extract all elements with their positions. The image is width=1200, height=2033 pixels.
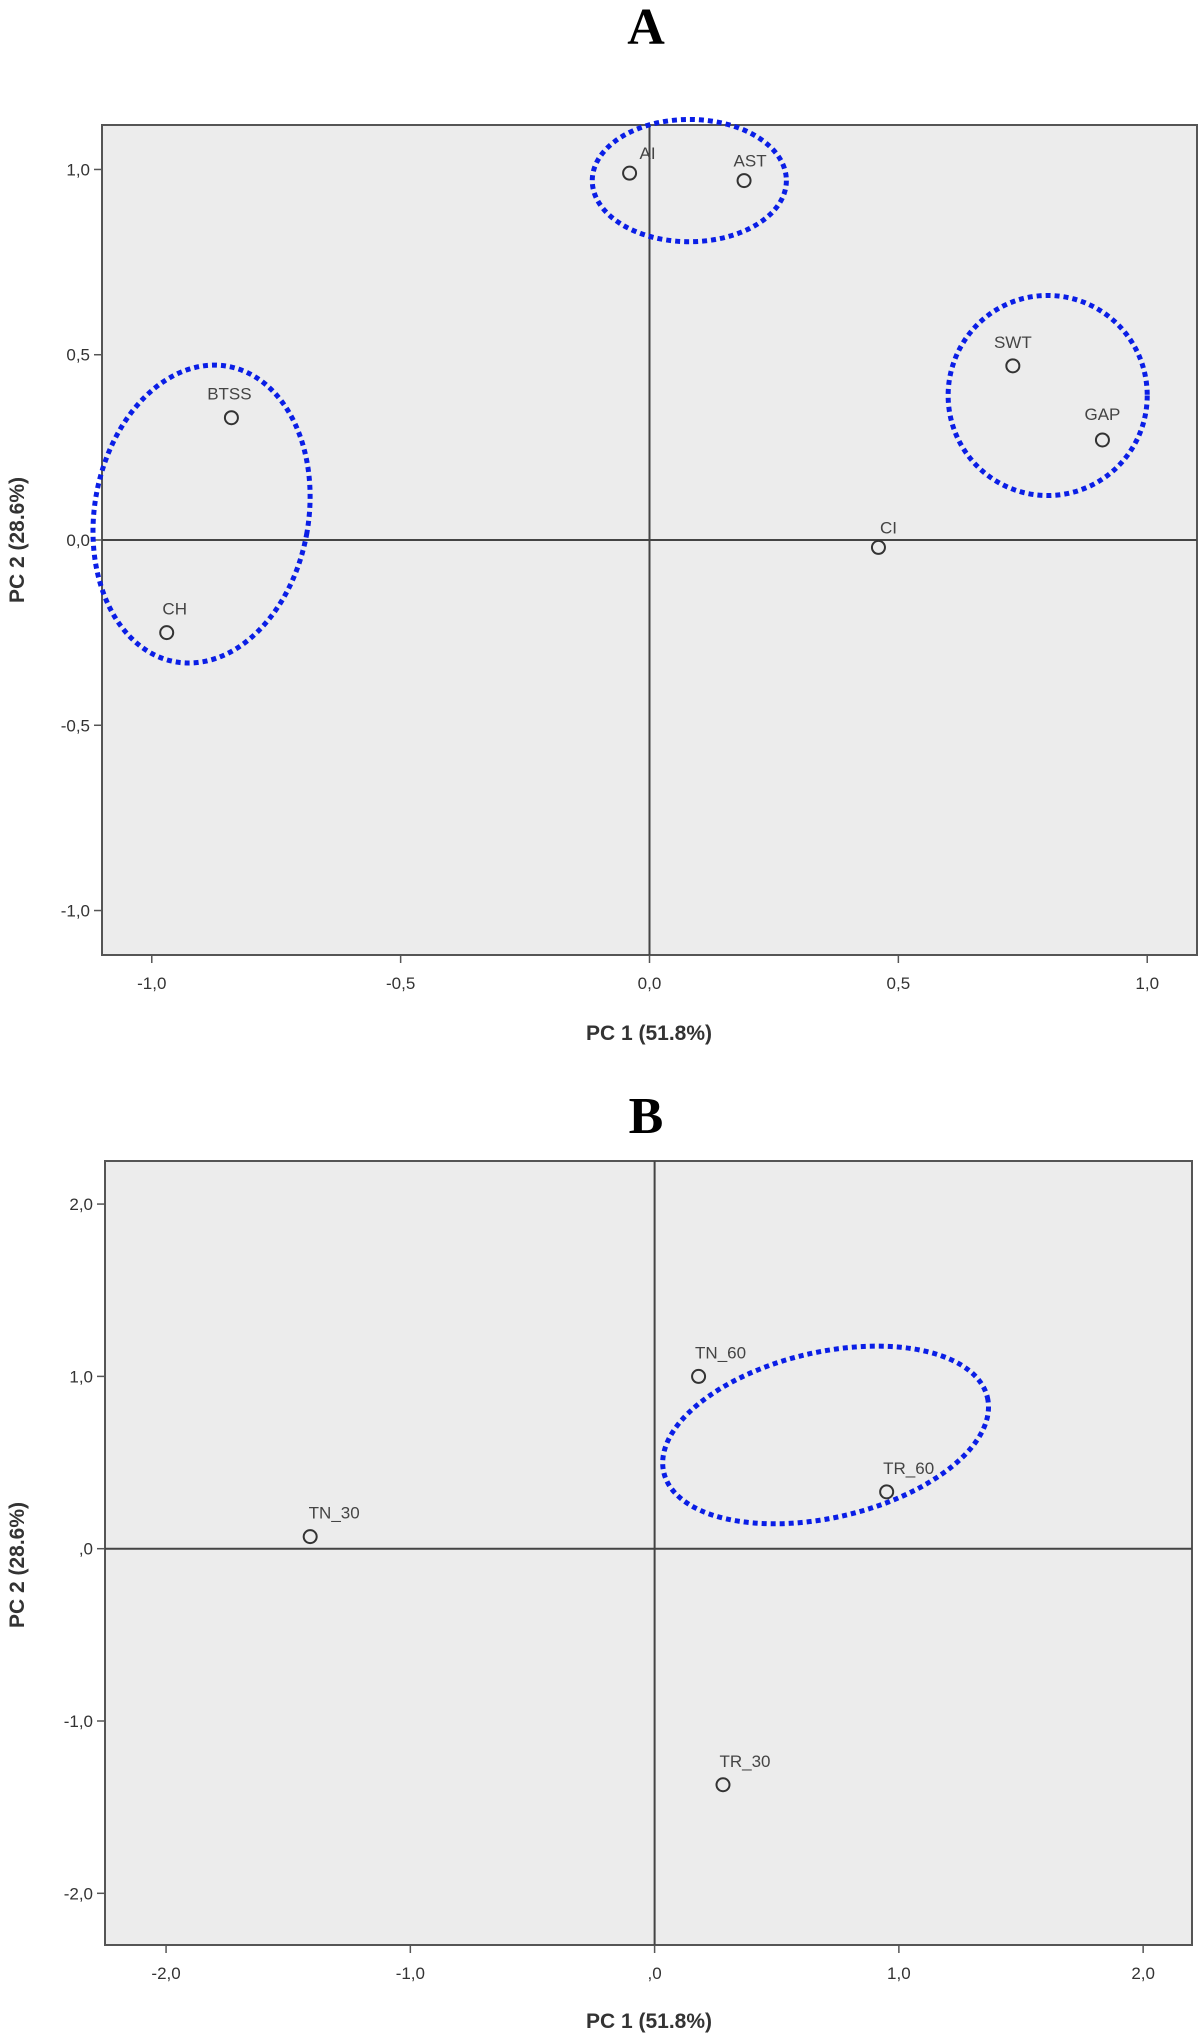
y-axis-title: PC 2 (28.6%) [6,1502,29,1628]
data-point [223,410,239,426]
group-ellipse [589,116,789,245]
y-tick-label: 0,0 [66,531,90,550]
data-point [736,173,752,189]
y-tick-label: 1,0 [69,1367,93,1386]
x-tick-label: -0,5 [386,974,415,993]
y-tick-label: -2,0 [64,1884,93,1903]
point-label: AST [734,152,767,171]
x-tick-label: 0,5 [887,974,911,993]
y-tick-label: 0,5 [66,346,90,365]
point-label: TN_30 [309,1504,360,1523]
point-label: TR_30 [719,1752,770,1771]
y-tick-label: 2,0 [69,1195,93,1214]
data-point [622,165,638,181]
y-axis-title: PC 2 (28.6%) [6,477,29,603]
panel-label: A [627,0,665,56]
y-tick-label: ,0 [79,1540,93,1559]
x-tick-label: 0,0 [638,974,662,993]
point-label: CH [162,600,187,619]
data-point [870,539,886,555]
point-label: AI [640,144,656,163]
point-label: CI [880,518,897,537]
group-ellipse [660,1343,992,1527]
data-point [715,1777,731,1793]
x-tick-label: -1,0 [396,1964,425,1983]
panel-label: B [629,1088,664,1145]
x-axis-title: PC 1 (51.8%) [586,1022,712,1045]
data-point [1094,432,1110,448]
y-tick-label: -0,5 [61,716,90,735]
y-tick-label: -1,0 [61,902,90,921]
panel-a: A -1,0 -0,5 0,0 0,5 1,0 1,0 0,5 0,0 -0,5 -1,0 AI AS… [6,0,1198,1045]
x-tick-label: 1,0 [1135,974,1159,993]
point-label: GAP [1084,405,1120,424]
data-point [302,1529,318,1545]
point-label: BTSS [207,385,251,404]
plot-area [104,1160,1193,1946]
x-tick-label: -2,0 [151,1964,180,1983]
group-ellipse [90,362,313,666]
point-label: TR_60 [883,1459,934,1478]
data-point [879,1484,895,1500]
x-tick-label: 2,0 [1131,1964,1155,1983]
data-point [159,625,175,641]
y-tick-label: -1,0 [64,1712,93,1731]
data-point [691,1368,707,1384]
group-ellipse [945,292,1150,499]
x-tick-label: -1,0 [137,974,166,993]
panel-b: B -2,0 -1,0 ,0 1,0 2,0 2,0 1,0 ,0 -1,0 -2,0 TN_60 T… [6,1088,1193,2033]
data-point [1005,358,1021,374]
point-label: SWT [994,333,1032,352]
point-label: TN_60 [695,1343,746,1362]
y-tick-label: 1,0 [66,160,90,179]
x-tick-label: ,0 [648,1964,662,1983]
x-axis-title: PC 1 (51.8%) [586,2010,712,2033]
x-tick-label: 1,0 [887,1964,911,1983]
